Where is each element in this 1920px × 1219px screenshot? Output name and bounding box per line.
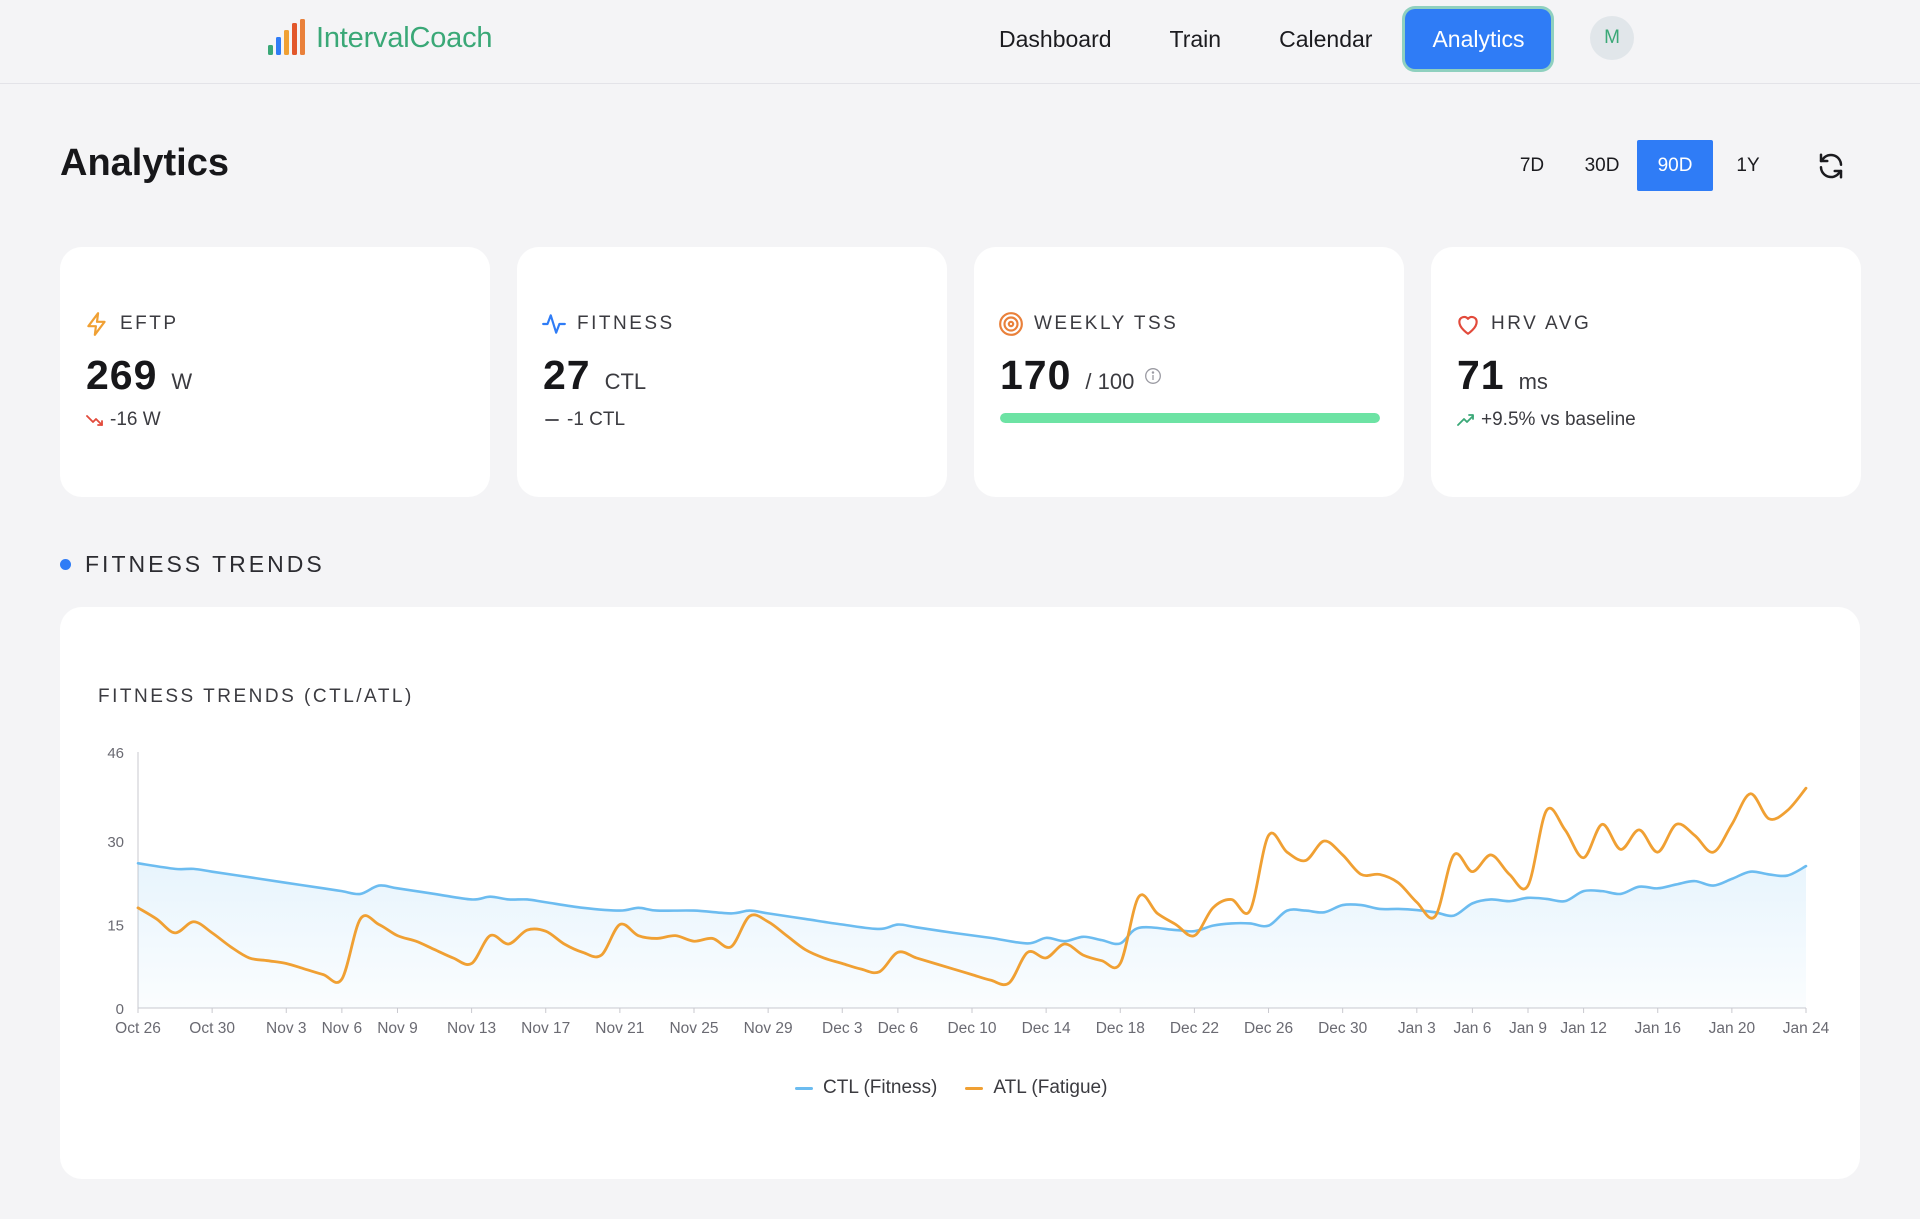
chart-title: FITNESS TRENDS (CTL/ATL) — [98, 686, 414, 707]
logo[interactable]: IntervalCoach — [266, 18, 493, 58]
page-title: Analytics — [60, 142, 229, 184]
target-icon — [999, 312, 1023, 336]
eftp-card: EFTP 269 W -16 W — [60, 247, 490, 497]
nav-calendar[interactable]: Calendar — [1279, 25, 1373, 52]
x-tick-label: Nov 25 — [669, 1020, 718, 1037]
x-tick-label: Dec 30 — [1318, 1020, 1367, 1037]
hrv-value: 71 — [1457, 352, 1505, 398]
x-tick-label: Dec 26 — [1244, 1020, 1293, 1037]
range-1y-button[interactable]: 1Y — [1736, 154, 1760, 176]
x-tick-label: Dec 3 — [822, 1020, 863, 1037]
range-90d-button[interactable]: 90D — [1637, 140, 1713, 191]
fitness-card: FITNESS 27 CTL -1 CTL — [517, 247, 947, 497]
y-tick-label: 0 — [116, 1001, 124, 1018]
hrv-delta-text: +9.5% vs baseline — [1481, 409, 1636, 430]
section-dot — [60, 559, 71, 570]
fitness-delta-text: -1 CTL — [567, 409, 626, 430]
x-tick-label: Jan 3 — [1398, 1020, 1436, 1037]
trend-down-icon — [86, 415, 103, 426]
eftp-label: EFTP — [120, 313, 179, 334]
x-tick-label: Dec 6 — [878, 1020, 919, 1037]
tss-label: WEEKLY TSS — [1034, 313, 1179, 334]
x-tick-label: Jan 20 — [1709, 1020, 1756, 1037]
tss-value-row: 170 / 100 — [1000, 352, 1162, 399]
x-tick-label: Jan 24 — [1783, 1020, 1830, 1037]
x-tick-label: Oct 26 — [115, 1020, 161, 1037]
nav-analytics[interactable]: Analytics — [1405, 9, 1552, 69]
x-tick-label: Dec 18 — [1096, 1020, 1145, 1037]
fitness-value-row: 27 CTL — [543, 352, 646, 399]
hrv-label: HRV AVG — [1491, 313, 1592, 334]
fitness-trends-card: FITNESS TRENDS (CTL/ATL) 0 15 30 46 Oct 26 Oc… — [60, 607, 1860, 1179]
fitness-delta: -1 CTL — [543, 409, 625, 431]
x-tick-label: Jan 9 — [1509, 1020, 1547, 1037]
eftp-value-row: 269 W — [86, 352, 192, 399]
y-tick-label: 15 — [107, 918, 124, 935]
section-header: FITNESS TRENDS — [60, 551, 325, 578]
x-tick-label: Dec 10 — [947, 1020, 996, 1037]
atl-line — [136, 786, 1808, 987]
x-tick-label: Oct 30 — [189, 1020, 235, 1037]
legend-ctl[interactable]: CTL (Fitness) — [795, 1077, 937, 1099]
x-tick-label: Jan 12 — [1560, 1020, 1607, 1037]
main-nav: Dashboard Train Calendar Analytics — [970, 8, 1552, 70]
x-tick-label: Nov 17 — [521, 1020, 570, 1037]
section-title: FITNESS TRENDS — [85, 551, 325, 577]
tss-progress-fill — [1000, 413, 1380, 423]
avatar[interactable]: M — [1590, 16, 1634, 60]
hrv-value-row: 71 ms — [1457, 352, 1548, 399]
nav-dashboard[interactable]: Dashboard — [999, 25, 1112, 52]
activity-icon — [542, 314, 566, 334]
trend-up-icon — [1457, 414, 1474, 426]
legend-ctl-swatch — [795, 1086, 813, 1090]
ctl-line — [136, 862, 1808, 946]
fitness-trends-chart[interactable]: 0 15 30 46 Oct 26 Oct 30 Nov 3 Nov 6 Nov 9 Nov 13… — [60, 607, 1860, 1179]
legend-atl-swatch — [965, 1086, 984, 1090]
x-tick-label: Nov 21 — [595, 1020, 644, 1037]
x-tick-label: Jan 16 — [1634, 1020, 1681, 1037]
x-tick-label: Dec 14 — [1022, 1020, 1071, 1037]
range-30d-button[interactable]: 30D — [1584, 154, 1620, 176]
legend-ctl-label: CTL (Fitness) — [823, 1077, 938, 1098]
fitness-value: 27 — [543, 352, 591, 398]
legend-atl[interactable]: ATL (Fatigue) — [965, 1077, 1107, 1099]
tss-target: / 100 — [1085, 369, 1135, 394]
x-tick-label: Nov 6 — [322, 1020, 363, 1037]
y-tick-label: 30 — [107, 834, 124, 851]
x-tick-label: Nov 9 — [377, 1020, 418, 1037]
x-tick-label: Dec 22 — [1170, 1020, 1219, 1037]
x-tick-label: Nov 3 — [266, 1020, 307, 1037]
chart-legend: CTL (Fitness) ATL (Fatigue) — [795, 1077, 1107, 1099]
range-selector: 7D 30D 90D 1Y — [1497, 140, 1783, 191]
app-name: IntervalCoach — [316, 21, 493, 54]
tss-value: 170 — [1000, 352, 1072, 398]
info-icon[interactable] — [1144, 367, 1162, 385]
fitness-label: FITNESS — [577, 313, 675, 334]
hrv-delta: +9.5% vs baseline — [1457, 409, 1636, 431]
trend-flat-icon — [545, 419, 559, 421]
fitness-unit: CTL — [604, 369, 647, 394]
weekly-tss-card: WEEKLY TSS 170 / 100 — [974, 247, 1404, 497]
range-7d-button[interactable]: 7D — [1519, 154, 1545, 176]
eftp-delta-text: -16 W — [110, 409, 161, 430]
eftp-delta: -16 W — [86, 409, 161, 431]
hrv-card: HRV AVG 71 ms +9.5% vs baseline — [1431, 247, 1861, 497]
tss-progress-bar — [1000, 413, 1380, 423]
lightning-icon — [87, 312, 106, 336]
eftp-unit: W — [171, 369, 193, 394]
heart-icon — [1458, 315, 1478, 335]
top-bar: IntervalCoach Dashboard Train Calendar A… — [0, 0, 1920, 84]
x-tick-label: Jan 6 — [1453, 1020, 1491, 1037]
refresh-icon[interactable] — [1816, 151, 1846, 181]
x-tick-label: Nov 29 — [744, 1020, 793, 1037]
hrv-unit: ms — [1518, 369, 1548, 394]
nav-train[interactable]: Train — [1169, 25, 1222, 52]
y-tick-label: 46 — [107, 745, 124, 762]
bar-chart-logo-icon — [268, 19, 305, 55]
eftp-value: 269 — [86, 352, 158, 398]
x-tick-label: Nov 13 — [447, 1020, 496, 1037]
legend-atl-label: ATL (Fatigue) — [993, 1077, 1108, 1098]
